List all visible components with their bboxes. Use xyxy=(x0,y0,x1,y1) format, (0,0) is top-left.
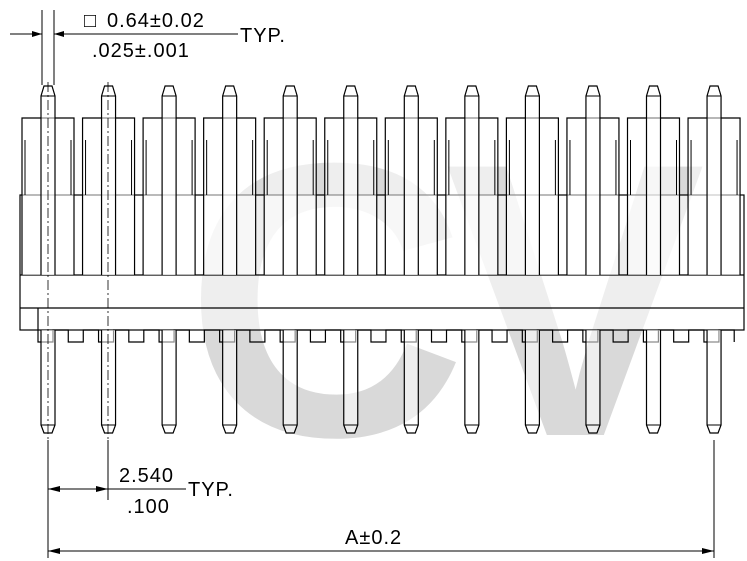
pin-lower xyxy=(100,330,117,434)
pin-upper xyxy=(645,85,662,275)
upper-shroud-inner-edge xyxy=(387,140,435,195)
pitch-imperial: .100 xyxy=(127,496,170,518)
pin-upper xyxy=(585,85,601,275)
pin-upper xyxy=(343,85,359,275)
pitch-typ: TYP. xyxy=(188,479,234,501)
pin-size-typ: TYP. xyxy=(240,25,286,47)
length-arrow-right xyxy=(702,548,714,554)
upper-shroud-inner-edge xyxy=(690,140,738,195)
pin-upper xyxy=(161,85,177,275)
pin-upper xyxy=(524,85,540,275)
pin-lower xyxy=(40,330,56,434)
pin-lower xyxy=(464,330,480,434)
pin-size-metric: 0.64±0.02 xyxy=(107,10,205,32)
pin-size-imperial: .025±.001 xyxy=(92,40,190,62)
pin-upper xyxy=(222,85,238,275)
pin-lower xyxy=(645,330,662,434)
upper-shroud-inner-edge xyxy=(24,140,72,195)
pin-lower xyxy=(403,330,419,434)
length-label: A±0.2 xyxy=(345,527,402,549)
pin-lower xyxy=(706,330,722,434)
pitch-metric: 2.540 xyxy=(119,465,174,487)
upper-shroud-inner-edge xyxy=(448,140,496,195)
upper-shroud-inner-edge xyxy=(327,140,375,195)
length-arrow-left xyxy=(48,548,60,554)
pin-size-arrow-left xyxy=(32,31,42,37)
center-lines xyxy=(47,82,109,440)
pin-upper xyxy=(282,85,298,275)
upper-shroud-inner-edge xyxy=(630,140,677,195)
pin-upper xyxy=(403,85,419,275)
pitch-arrow-left xyxy=(48,486,60,492)
upper-shroud-inner-edge xyxy=(569,140,617,195)
pin-lower xyxy=(585,330,601,434)
connector-body xyxy=(19,194,745,331)
comb-teeth-outline xyxy=(37,308,735,343)
pin-lower xyxy=(222,330,238,434)
pin-upper xyxy=(464,85,480,275)
upper-shroud-inner-edge xyxy=(266,140,314,195)
pin-lower xyxy=(282,330,298,434)
pin-size-square-symbol: □ xyxy=(84,10,97,32)
upper-shroud-inner-edge xyxy=(508,140,556,195)
pin-lower xyxy=(161,330,177,434)
pin-size-arrow-right xyxy=(54,31,64,37)
lower-comb xyxy=(37,308,735,343)
pin-lower xyxy=(343,330,359,434)
upper-shroud-inner-edge xyxy=(206,140,254,195)
upper-shroud-inner-edge xyxy=(85,140,133,195)
pitch-dimension: 2.540 .100 TYP. xyxy=(47,440,234,518)
pins xyxy=(40,85,722,434)
pin-upper xyxy=(100,85,117,275)
upper-shroud-inner-edge xyxy=(145,140,193,195)
pin-size-dimension: □ 0.64±0.02 .025±.001 TYP. xyxy=(10,10,286,85)
pitch-arrow-right xyxy=(96,486,108,492)
overall-length-dimension: A±0.2 xyxy=(47,440,715,558)
pin-upper xyxy=(706,85,722,275)
pin-lower xyxy=(524,330,540,434)
